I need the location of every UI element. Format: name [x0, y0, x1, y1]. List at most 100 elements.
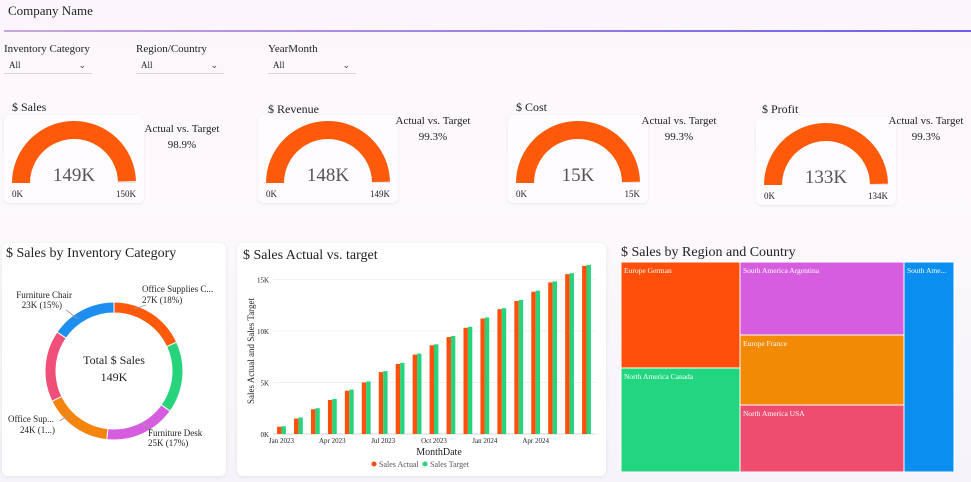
- y-tick-label: 5K: [260, 379, 269, 387]
- bar-sales-actual: [446, 337, 451, 434]
- bar-card: $ Sales Actual vs. target 0K 5K 10K 15K Jan …: [237, 243, 606, 476]
- header: Company Name: [0, 0, 971, 33]
- gauge-value: 148K: [307, 165, 350, 186]
- avt-label: Actual vs. Target: [888, 115, 964, 127]
- x-tick-label: Oct 2023: [421, 437, 447, 445]
- gauge-min: 0K: [266, 189, 278, 199]
- donut-slice: [160, 341, 184, 412]
- bar-sales-target: [501, 308, 507, 434]
- bar-sales-actual: [378, 372, 384, 434]
- donut-label-name: Furniture Desk: [148, 428, 203, 438]
- treemap-card: $ Sales by Region and Country Europe Ger…: [616, 243, 959, 476]
- bar-chart: 0K 5K 10K 15K Jan 2023 Apr 2023 Jul 2023 Oct 20…: [246, 264, 595, 469]
- bar-sales-target: [281, 426, 286, 434]
- bar-sales-target: [586, 264, 591, 434]
- gauge-max: 134K: [868, 191, 889, 201]
- x-tick-label: Jul 2023: [371, 437, 395, 445]
- donut-slice: [56, 301, 115, 339]
- avt-cost: Actual vs. Target 99.3%: [640, 115, 718, 143]
- filter-yearmonth: YearMonth All ⌄: [268, 43, 356, 74]
- gauge-cost-svg: 15K 0K 15K: [516, 120, 641, 199]
- gauge-max: 15K: [625, 189, 641, 199]
- gauge-fill: [266, 120, 390, 183]
- avt-pct: 98.9%: [167, 139, 197, 151]
- yearmonth-select[interactable]: All ⌄: [268, 60, 356, 74]
- bar-sales-target: [298, 417, 303, 434]
- page-title: Company Name: [8, 3, 93, 18]
- bar-sales-actual: [429, 345, 434, 434]
- bar-sales-actual: [395, 363, 401, 434]
- bar-sales-actual: [327, 399, 333, 434]
- gauge-profit-svg: 133K 0K 134K: [764, 122, 889, 201]
- x-tick-label: Apr 2023: [319, 437, 346, 445]
- treemap-tile: [739, 261, 905, 336]
- gauge-revenue: 148K 0K 149K: [258, 115, 398, 203]
- filter-region-country: Region/Country All ⌄: [136, 43, 224, 74]
- bar-sales-target: [400, 362, 405, 434]
- x-tick-label: Jan 2023: [269, 437, 295, 445]
- donut-slice: [113, 301, 178, 348]
- x-tick-label: Jan 2024: [472, 437, 498, 445]
- gauge-value: 149K: [53, 165, 96, 186]
- select-value: All: [273, 60, 285, 70]
- bar-sales-target: [315, 408, 320, 434]
- filter-label: YearMonth: [268, 43, 318, 55]
- gauge-revenue-svg: 148K 0K 149K: [266, 120, 391, 199]
- gauge-value: 133K: [805, 167, 848, 188]
- bar-sales-actual: [480, 318, 485, 434]
- bar-sales-target: [434, 344, 439, 434]
- gauge-max: 149K: [370, 189, 391, 199]
- legend-label: Sales Target: [430, 460, 470, 469]
- bar-sales-actual: [310, 409, 316, 434]
- y-axis-label: Sales Actual and Sales Target: [246, 297, 256, 404]
- x-axis-label: MonthDate: [416, 447, 462, 458]
- bar-sales-target: [484, 317, 490, 434]
- donut-label-name: Office Supplies C...: [142, 284, 213, 294]
- gauge-sales-svg: 149K 0K 150K: [12, 121, 137, 199]
- avt-revenue: Actual vs. Target 99.3%: [394, 115, 472, 143]
- bar-title: $ Sales Actual vs. target: [243, 248, 378, 263]
- bar-sales-target: [450, 336, 456, 434]
- treemap-label: Europe France: [743, 339, 788, 348]
- treemap-label: Europe German: [624, 266, 672, 275]
- bar-sales-actual: [344, 390, 350, 434]
- treemap-tile: [739, 404, 905, 473]
- donut-label-value: 27K (18%): [142, 295, 182, 305]
- donut-label-name: Office Sup...: [8, 414, 54, 424]
- gauge-fill: [764, 122, 888, 185]
- gauge-min: 0K: [12, 189, 24, 199]
- bar-sales-target: [535, 290, 541, 434]
- filter-label: Inventory Category: [4, 43, 90, 55]
- avt-label: Actual vs. Target: [395, 115, 471, 127]
- x-tick-label: Apr 2024: [522, 437, 549, 445]
- legend-label: Sales Actual: [379, 460, 420, 469]
- gauge-value: 15K: [562, 165, 595, 186]
- kpi-title-sales: $ Sales: [12, 100, 47, 114]
- donut-chart: Total $ Sales 149K Office Supplies C...27K…: [8, 284, 213, 448]
- gauge-sales: 149K 0K 150K: [4, 115, 144, 203]
- treemap-label: South Ame...: [907, 266, 946, 275]
- legend-marker: [371, 461, 377, 467]
- filter-inventory-category: Inventory Category All ⌄: [4, 43, 92, 74]
- donut-label-value: 23K (15%): [22, 300, 62, 310]
- donut-slice: [51, 395, 109, 441]
- inventory-category-select[interactable]: All ⌄: [4, 60, 92, 74]
- bar-sales-target: [417, 353, 422, 434]
- donut-title: $ Sales by Inventory Category: [6, 246, 177, 261]
- avt-sales: Actual vs. Target 98.9%: [144, 123, 220, 151]
- chevron-down-icon: ⌄: [78, 60, 86, 70]
- donut-leader: [133, 304, 147, 310]
- avt-label: Actual vs. Target: [144, 123, 220, 135]
- treemap-label: North America USA: [743, 409, 805, 418]
- bar-sales-actual: [361, 382, 367, 434]
- avt-pct: 99.3%: [418, 131, 448, 143]
- gauge-min: 0K: [764, 191, 776, 201]
- header-divider: [4, 30, 971, 32]
- donut-card: $ Sales by Inventory Category Total $ Sa…: [2, 243, 226, 476]
- treemap-tile: [903, 261, 955, 473]
- bar-sales-actual: [565, 274, 570, 434]
- region-country-select[interactable]: All ⌄: [136, 60, 224, 74]
- kpi-title-profit: $ Profit: [762, 102, 799, 116]
- bar-sales-target: [569, 273, 574, 434]
- kpi-title-revenue: $ Revenue: [268, 102, 319, 116]
